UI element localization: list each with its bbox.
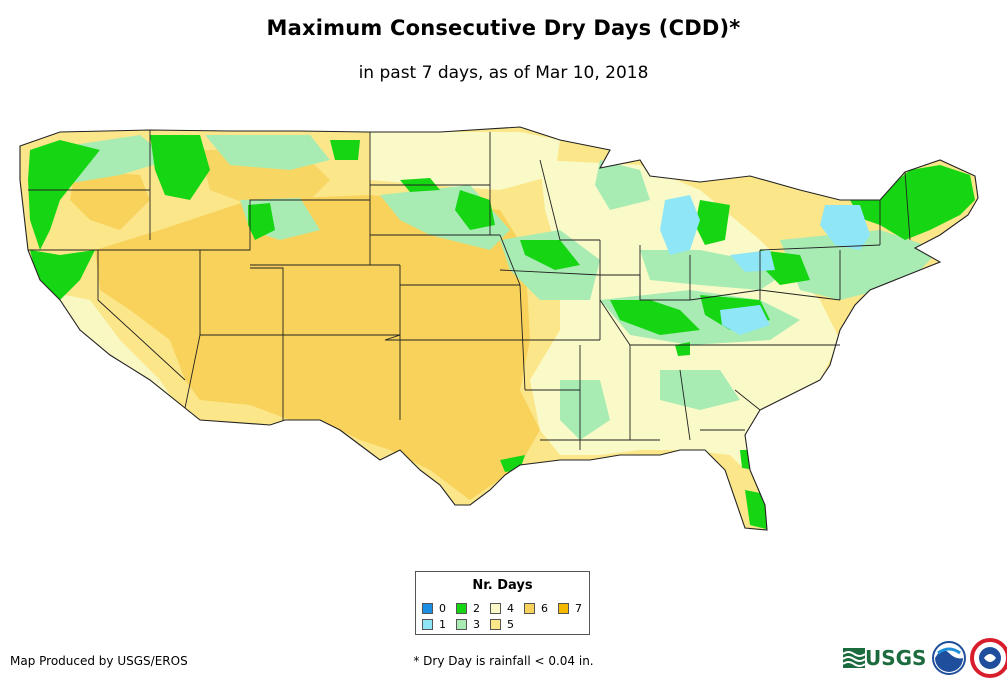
map-credit: Map Produced by USGS/EROS [10,654,188,668]
legend-label-4: 4 [507,601,514,615]
usgs-logo-text: USGS [865,646,927,670]
legend-item-1: 1 [422,617,446,631]
legend-swatch-3 [456,618,467,630]
map-title: Maximum Consecutive Dry Days (CDD)* [266,16,741,40]
nws-logo-icon [970,638,1007,678]
dry-day-footnote: * Dry Day is rainfall < 0.04 in. [413,654,594,668]
legend-swatch-0 [422,602,433,614]
agency-logos: USGS [843,638,1007,678]
legend-item-6: 6 [524,601,548,615]
legend-item-5: 5 [490,617,514,631]
us-dry-days-map [19,126,979,531]
legend-title: Nr. Days [472,578,533,593]
legend-label-0: 0 [439,601,446,615]
legend-label-6: 6 [541,601,548,615]
legend-item-7: 7 [558,601,582,615]
legend-label-3: 3 [473,617,480,631]
legend-swatch-6 [524,602,535,614]
usgs-wave-icon [843,648,865,668]
legend-swatch-4 [490,602,501,614]
legend-swatch-7 [558,602,569,614]
legend-label-1: 1 [439,617,446,631]
legend-item-3: 3 [456,617,480,631]
state-boundaries [19,126,979,531]
legend-item-2: 2 [456,601,480,615]
legend-item-4: 4 [490,601,514,615]
legend-swatch-2 [456,602,467,614]
legend-item-0: 0 [422,601,446,615]
legend-swatch-1 [422,618,433,630]
legend: Nr. Days 0 1 2 3 4 5 6 [415,571,590,635]
legend-swatch-5 [490,618,501,630]
legend-label-5: 5 [507,617,514,631]
dry-days-fill [20,127,978,530]
noaa-logo-icon [932,641,967,675]
map-subtitle: in past 7 days, as of Mar 10, 2018 [358,63,649,83]
usgs-logo: USGS [843,646,926,670]
legend-label-7: 7 [575,601,582,615]
legend-label-2: 2 [473,601,480,615]
